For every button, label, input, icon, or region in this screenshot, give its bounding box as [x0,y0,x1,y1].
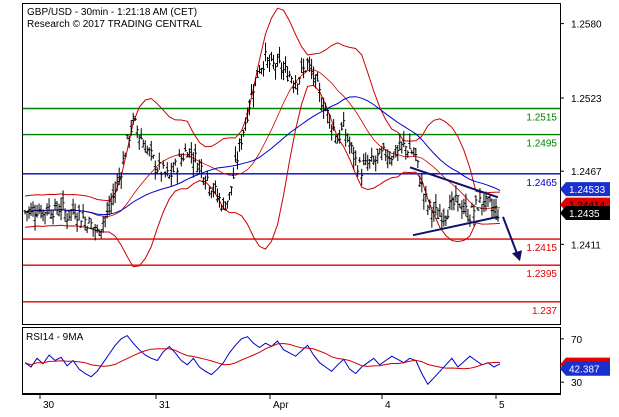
x-tick-label-0: 30 [43,400,55,411]
main-plot-frame [22,3,561,325]
bollinger-upper-line [24,7,501,202]
y-tick-label-0: 1.2580 [571,20,602,31]
bollinger-mid-line [24,69,501,217]
rsi-label: RSI14 - 9MA [26,332,84,343]
rsi-plot-frame [22,327,561,394]
forecast-arrow-shaft [502,216,519,257]
level-label-5: 1.237 [532,306,557,317]
candlesticks [23,42,500,241]
x-tick-label-3: 4 [385,400,391,411]
level-label-4: 1.2395 [526,269,557,280]
rsi-tick-label-1: 30 [571,378,583,389]
upper-trendline [409,166,499,199]
level-label-0: 1.2515 [526,112,557,123]
y-tick-label-2: 1.2467 [571,167,602,178]
y-axis-ticks: 1.2580 1.2523 1.2467 1.2411 [560,20,602,251]
chart-header-line1: GBP/USD - 30min - 1:21:18 AM (CET) [27,7,197,18]
bollinger-lower-line [24,84,501,268]
x-tick-label-1: 31 [159,400,171,411]
moving-average-line [24,96,501,216]
rsi-indicator: 703046.216942.387 [24,334,610,389]
chart-header-line2: Research © 2017 TRADING CENTRAL [27,19,202,30]
forecast-arrow-head [512,250,522,262]
bollinger-bands [24,7,501,268]
rsi-line [24,334,501,386]
trend-lines [409,166,522,262]
lower-trendline [412,215,499,237]
support-resistance-levels: 1.2515 1.2495 1.2465 1.2415 1.2395 1.237 [23,107,560,317]
rsi-tick-label-0: 70 [571,335,583,346]
x-axis-ticks: 30 31 Apr 4 5 [39,394,505,411]
x-tick-label-2: Apr [273,400,289,411]
price-tag-label-0: 1.24533 [569,185,606,196]
y-tick-label-1: 1.2523 [571,94,602,105]
level-label-2: 1.2465 [526,178,557,189]
x-tick-label-4: 5 [499,400,505,411]
level-label-1: 1.2495 [526,139,557,150]
y-tick-label-3: 1.2411 [571,240,601,251]
level-label-3: 1.2415 [526,243,557,254]
rsi-tag-label-1: 42.387 [569,365,600,376]
rsi-ma-line [24,342,501,370]
price-tag-label-2: 1.2435 [569,209,600,220]
rsi-tag-bg-1 [560,361,610,376]
price-tag-bg-0 [560,182,610,197]
price-tag-bg-2 [560,205,610,220]
